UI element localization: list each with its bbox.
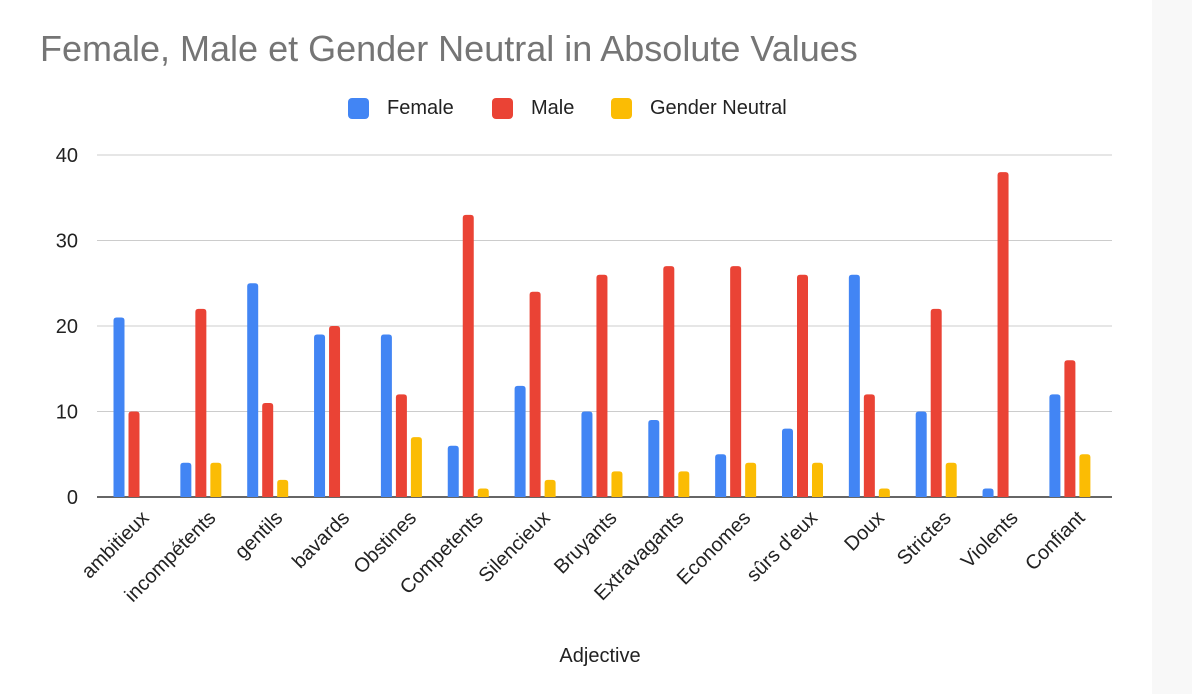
bar-male xyxy=(997,172,1009,497)
page-margin xyxy=(1152,0,1192,694)
bar-male xyxy=(1064,360,1076,497)
bar-female xyxy=(514,385,526,497)
bar-male xyxy=(863,394,875,497)
x-tick-label: Doux xyxy=(840,507,889,556)
bar-gender-neutral xyxy=(945,462,957,497)
bar-female xyxy=(581,411,593,497)
bar-male xyxy=(329,326,341,497)
bar-female xyxy=(447,445,459,497)
legend-item-female[interactable]: Female xyxy=(348,93,454,123)
bar-female xyxy=(113,317,125,497)
legend-swatch-gender-neutral xyxy=(611,97,632,119)
bar-gender-neutral xyxy=(611,471,623,497)
bar-gender-neutral xyxy=(410,437,422,497)
bar-male xyxy=(128,411,140,497)
bar-female xyxy=(314,334,326,497)
bar-female xyxy=(380,334,392,497)
bar-gender-neutral xyxy=(745,462,757,497)
bar-gender-neutral xyxy=(210,462,222,497)
bar-gender-neutral xyxy=(1079,454,1091,497)
x-tick-label: Economes xyxy=(673,507,755,589)
y-tick-label: 10 xyxy=(56,402,78,424)
bar-male xyxy=(596,274,608,497)
x-tick-label: Confiant xyxy=(1021,507,1090,576)
bar-gender-neutral xyxy=(277,479,289,497)
bar-female xyxy=(848,274,860,497)
bar-male xyxy=(663,266,675,497)
bar-female xyxy=(782,428,793,497)
x-tick-label: Violents xyxy=(957,507,1023,573)
bar-gender-neutral xyxy=(812,462,823,497)
bar-male xyxy=(462,214,474,497)
bar-gender-neutral xyxy=(477,488,489,497)
x-tick-label: Strictes xyxy=(893,507,956,570)
x-tick-label: gentils xyxy=(231,507,287,563)
x-tick-label: bavards xyxy=(288,507,354,573)
bar-female xyxy=(915,411,927,497)
legend-swatch-male xyxy=(492,97,513,119)
x-axis-title: Adjective xyxy=(559,645,641,667)
bar-female xyxy=(180,462,192,497)
bar-female xyxy=(247,283,259,497)
y-tick-label: 30 xyxy=(56,231,78,253)
bar-female xyxy=(1049,394,1061,497)
chart-card: Female, Male et Gender Neutral in Absolu… xyxy=(0,28,1152,667)
bar-male xyxy=(195,308,207,497)
bar-male xyxy=(797,274,808,497)
bar-male xyxy=(395,394,407,497)
legend-item-gender-neutral[interactable]: Gender Neutral xyxy=(611,93,787,123)
legend-label-female: Female xyxy=(387,96,454,119)
y-tick-label: 0 xyxy=(67,487,78,509)
x-tick-label: sûrs d'eux xyxy=(742,507,822,587)
chart-legend: Female Male Gender Neutral xyxy=(0,93,1152,123)
bar-female xyxy=(648,420,660,497)
bar-female xyxy=(715,454,727,497)
legend-label-gender-neutral: Gender Neutral xyxy=(650,96,787,119)
bar-male xyxy=(529,291,541,497)
legend-label-male: Male xyxy=(531,96,575,119)
y-tick-label: 40 xyxy=(56,145,78,167)
bar-gender-neutral xyxy=(878,488,890,497)
bar-male xyxy=(930,308,942,497)
bar-male xyxy=(730,266,742,497)
bar-gender-neutral xyxy=(678,471,690,497)
x-tick-label: Silencieux xyxy=(475,507,555,587)
bar-female xyxy=(982,488,994,497)
bar-gender-neutral xyxy=(544,479,556,497)
bar-male xyxy=(262,402,274,497)
legend-swatch-female xyxy=(348,97,369,119)
y-tick-label: 20 xyxy=(56,316,78,338)
legend-item-male[interactable]: Male xyxy=(492,93,574,123)
chart-title: Female, Male et Gender Neutral in Absolu… xyxy=(40,28,858,69)
